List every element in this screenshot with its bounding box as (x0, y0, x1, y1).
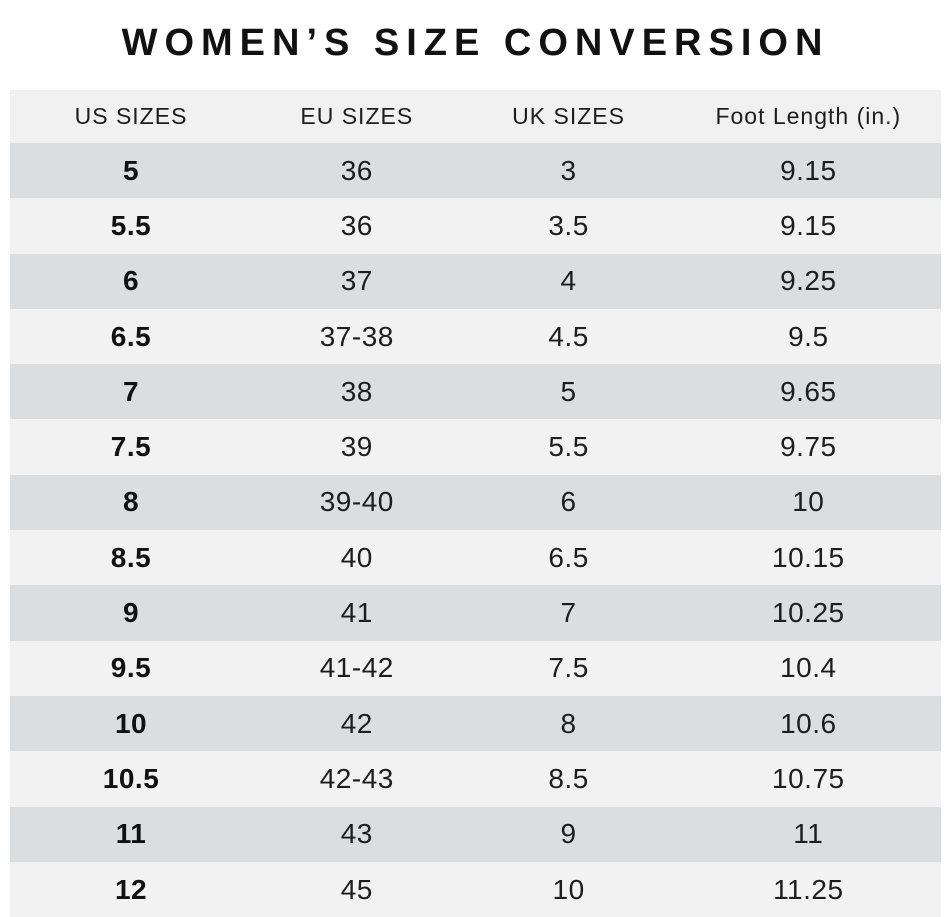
uk-size-cell: 7 (560, 597, 577, 629)
table-row: 6.5 37-38 4.5 9.5 (10, 308, 941, 365)
us-size-cell: 9 (122, 597, 140, 629)
us-size-cell: 10 (114, 707, 148, 739)
uk-size-cell: 9 (560, 818, 577, 850)
eu-size-cell: 38 (340, 375, 373, 407)
page-title: WOMEN’S SIZE CONVERSION (121, 21, 830, 64)
table-row: 8 39-40 6 10 (10, 474, 941, 531)
foot-length-cell: 10.15 (772, 541, 845, 573)
table-row: 9.5 41-42 7.5 10.4 (10, 640, 941, 696)
table-body: 5 36 3 9.15 5.5 36 3.5 9.15 6 37 4 9.25 6.5 37-38 4.5 9… (10, 143, 941, 917)
uk-size-cell: 5 (560, 375, 577, 407)
foot-length-cell: 10.6 (780, 707, 837, 739)
table-row: 7.5 39 5.5 9.75 (10, 419, 941, 475)
us-size-cell: 7 (122, 375, 140, 407)
conversion-table: US SIZES EU SIZES UK SIZES Foot Length (… (10, 90, 941, 917)
table-row: 6 37 4 9.25 (10, 253, 941, 309)
uk-size-cell: 3.5 (548, 209, 589, 241)
eu-size-cell: 37-38 (319, 320, 394, 352)
us-size-cell: 9.5 (110, 652, 152, 684)
column-header-eu-sizes: EU SIZES (252, 90, 462, 143)
table-row: 8.5 40 6.5 10.15 (10, 530, 941, 586)
us-size-cell: 7.5 (110, 431, 152, 463)
foot-length-cell: 9.15 (780, 209, 837, 241)
eu-size-cell: 42 (340, 707, 373, 739)
eu-size-cell: 41-42 (319, 652, 394, 684)
foot-length-cell: 11 (793, 818, 824, 850)
eu-size-cell: 39-40 (319, 486, 394, 518)
foot-length-cell: 9.75 (780, 431, 837, 463)
us-size-cell: 5 (122, 154, 140, 186)
eu-size-cell: 37 (340, 265, 373, 297)
uk-size-cell: 10 (552, 873, 585, 905)
uk-size-cell: 5.5 (548, 431, 589, 463)
foot-length-cell: 10.75 (772, 762, 845, 794)
table-row: 7 38 5 9.65 (10, 364, 941, 420)
table-row: 5.5 36 3.5 9.15 (10, 198, 941, 254)
foot-length-cell: 10 (792, 486, 825, 518)
eu-size-cell: 36 (340, 209, 373, 241)
column-header-foot-length: Foot Length (in.) (675, 90, 941, 143)
us-size-cell: 11 (115, 818, 147, 850)
eu-size-cell: 43 (340, 818, 373, 850)
table-row: 11 43 9 11 (10, 806, 941, 862)
foot-length-cell: 9.25 (780, 265, 837, 297)
table-row: 9 41 7 10.25 (10, 585, 941, 641)
foot-length-cell: 9.15 (780, 154, 837, 186)
eu-size-cell: 41 (340, 597, 373, 629)
uk-size-cell: 8.5 (548, 762, 589, 794)
uk-size-cell: 6 (560, 486, 577, 518)
us-size-cell: 10.5 (102, 762, 160, 794)
eu-size-cell: 45 (340, 873, 373, 905)
eu-size-cell: 39 (340, 431, 373, 463)
table-row: 5 36 3 9.15 (10, 143, 941, 199)
uk-size-cell: 8 (560, 707, 577, 739)
table-row: 12 45 10 11.25 (10, 861, 941, 917)
us-size-cell: 8 (122, 486, 140, 518)
uk-size-cell: 4.5 (548, 320, 589, 352)
foot-length-cell: 10.25 (772, 597, 845, 629)
table-header-row: US SIZES EU SIZES UK SIZES Foot Length (… (10, 90, 941, 143)
foot-length-cell: 10.4 (780, 652, 837, 684)
column-header-us-sizes: US SIZES (10, 90, 253, 143)
uk-size-cell: 4 (560, 265, 577, 297)
table-row: 10 42 8 10.6 (10, 695, 941, 752)
foot-length-cell: 9.5 (788, 320, 829, 352)
us-size-cell: 6 (122, 265, 140, 297)
foot-length-cell: 9.65 (780, 375, 837, 407)
us-size-cell: 6.5 (110, 320, 152, 352)
us-size-cell: 12 (114, 873, 148, 905)
table-row: 10.5 42-43 8.5 10.75 (10, 751, 941, 807)
uk-size-cell: 6.5 (548, 541, 589, 573)
eu-size-cell: 36 (340, 154, 373, 186)
eu-size-cell: 42-43 (319, 762, 394, 794)
uk-size-cell: 7.5 (548, 652, 589, 684)
column-header-uk-sizes: UK SIZES (461, 90, 676, 143)
us-size-cell: 8.5 (110, 541, 152, 573)
eu-size-cell: 40 (340, 541, 373, 573)
uk-size-cell: 3 (560, 154, 577, 186)
us-size-cell: 5.5 (110, 209, 152, 241)
foot-length-cell: 11.25 (773, 873, 844, 905)
